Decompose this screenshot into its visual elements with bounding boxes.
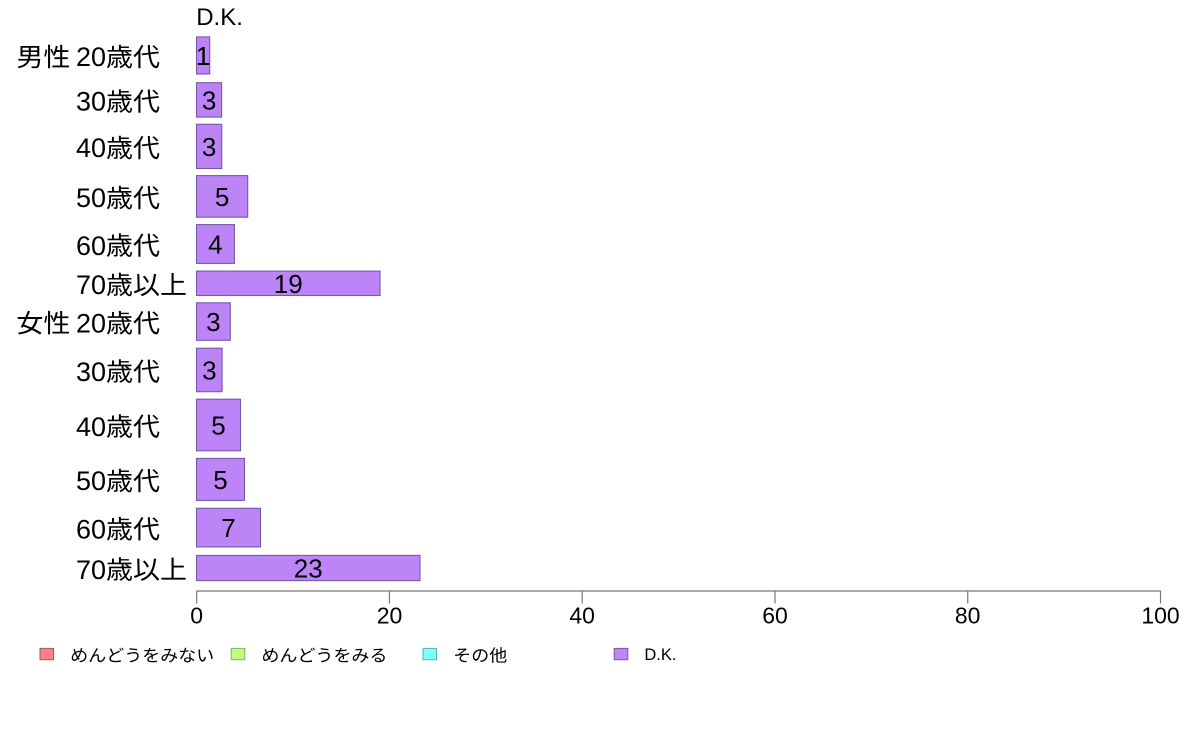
- svg-text:5: 5: [213, 465, 227, 495]
- svg-text:40: 40: [76, 133, 106, 163]
- svg-text:5: 5: [211, 411, 225, 441]
- svg-text:1: 1: [196, 41, 210, 71]
- svg-text:50: 50: [76, 183, 106, 213]
- svg-text:40: 40: [76, 412, 106, 442]
- svg-text:5: 5: [215, 182, 229, 212]
- svg-text:7: 7: [221, 513, 235, 543]
- svg-text:30: 30: [76, 357, 106, 387]
- svg-text:19: 19: [274, 269, 303, 299]
- svg-text:0: 0: [190, 603, 203, 629]
- svg-text:50: 50: [76, 466, 106, 496]
- svg-text:3: 3: [206, 307, 220, 337]
- svg-text:80: 80: [955, 603, 981, 629]
- svg-text:40: 40: [569, 603, 595, 629]
- svg-text:3: 3: [202, 132, 216, 162]
- svg-text:100: 100: [1141, 603, 1179, 629]
- svg-text:70: 70: [76, 270, 106, 300]
- svg-text:30: 30: [76, 87, 106, 117]
- svg-text:20: 20: [76, 42, 106, 72]
- svg-text:20: 20: [76, 308, 106, 338]
- svg-text:3: 3: [202, 86, 216, 116]
- svg-text:60: 60: [76, 514, 106, 544]
- svg-text:D.K.: D.K.: [196, 4, 243, 31]
- svg-text:D.K.: D.K.: [644, 646, 676, 664]
- svg-text:70: 70: [76, 555, 106, 585]
- svg-text:4: 4: [208, 230, 222, 260]
- svg-text:60: 60: [76, 231, 106, 261]
- svg-text:20: 20: [377, 603, 403, 629]
- svg-text:3: 3: [202, 356, 216, 386]
- svg-text:60: 60: [762, 603, 788, 629]
- svg-text:23: 23: [294, 554, 323, 584]
